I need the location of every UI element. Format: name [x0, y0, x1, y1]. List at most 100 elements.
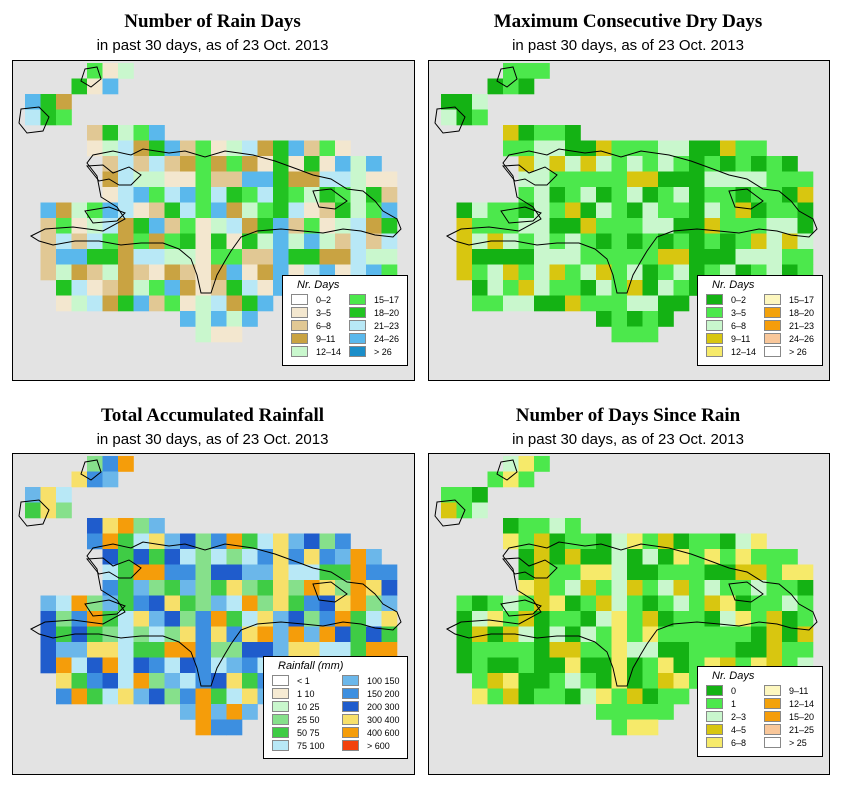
map-cell — [381, 187, 398, 203]
map-cell — [164, 657, 181, 674]
coast-outline — [86, 557, 142, 579]
legend-label: 4–5 — [731, 724, 747, 735]
map-cell — [642, 326, 659, 343]
map-cell — [180, 688, 196, 705]
map-cell — [56, 202, 72, 219]
map-cell — [611, 187, 628, 203]
legend-swatch — [291, 320, 308, 331]
map-cell — [627, 280, 643, 296]
map-cell — [472, 218, 488, 234]
map-cell — [549, 156, 566, 172]
map-cell — [580, 202, 597, 219]
map-cell — [720, 187, 736, 203]
map-cell — [658, 156, 674, 172]
map-cell — [735, 642, 752, 658]
map-cell — [118, 249, 134, 265]
map-cell — [288, 549, 305, 565]
map-cell — [118, 518, 134, 534]
map-cell — [133, 564, 150, 581]
map-cell — [211, 156, 227, 172]
map-cell — [751, 611, 767, 627]
map-cell — [673, 187, 690, 203]
map-cell — [56, 657, 72, 674]
map-cell — [627, 626, 643, 643]
legend-label: 18–20 — [789, 307, 815, 318]
legend-label: 21–25 — [789, 724, 815, 735]
map-cell — [596, 704, 612, 720]
map-cell — [596, 549, 612, 565]
legend-item: 6–8 — [291, 320, 331, 331]
map-cell — [751, 218, 767, 234]
legend-item: > 600 — [342, 740, 390, 751]
map-cell — [487, 657, 504, 674]
map-cell — [304, 156, 320, 172]
map-cell — [288, 626, 305, 643]
map-cell — [195, 233, 212, 250]
map-cell — [102, 295, 119, 312]
map-cell — [211, 202, 227, 219]
map-cell — [211, 549, 227, 565]
map-cell — [565, 125, 581, 141]
map-cell — [257, 295, 274, 312]
panel-2-legend-title: Nr. Days — [712, 279, 755, 291]
map-cell — [518, 156, 535, 172]
map-cell — [549, 673, 566, 689]
map-cell — [180, 549, 196, 565]
map-cell — [720, 533, 736, 550]
map-cell — [565, 140, 581, 157]
map-cell — [503, 140, 519, 157]
map-cell — [242, 140, 258, 157]
map-cell — [149, 125, 165, 141]
map-cell — [133, 595, 150, 612]
coast-outline — [728, 581, 764, 603]
map-cell — [381, 626, 398, 643]
map-cell — [534, 533, 550, 550]
map-cell — [642, 295, 659, 312]
map-cell — [288, 564, 305, 581]
map-cell — [611, 249, 628, 265]
map-cell — [180, 218, 196, 234]
map-cell — [782, 580, 798, 596]
legend-item: 4–5 — [706, 724, 746, 735]
map-cell — [350, 564, 367, 581]
map-cell — [518, 125, 535, 141]
map-cell — [25, 94, 41, 110]
map-cell — [242, 280, 258, 296]
map-cell — [304, 218, 320, 234]
map-cell — [164, 202, 181, 219]
map-cell — [720, 626, 736, 643]
map-cell — [273, 171, 289, 188]
map-cell — [211, 626, 227, 643]
map-cell — [133, 249, 150, 265]
map-cell — [164, 156, 181, 172]
map-cell — [118, 564, 134, 581]
map-cell — [735, 595, 752, 612]
map-cell — [689, 533, 705, 550]
map-cell — [642, 218, 659, 234]
map-cell — [518, 533, 535, 550]
map-cell — [164, 642, 181, 658]
map-cell — [503, 673, 519, 689]
legend-swatch — [764, 333, 781, 344]
map-cell — [704, 611, 721, 627]
map-cell — [503, 456, 519, 472]
map-cell — [257, 595, 274, 612]
map-cell — [565, 642, 581, 658]
map-cell — [549, 549, 566, 565]
map-cell — [782, 156, 798, 172]
map-cell — [766, 156, 783, 172]
map-cell — [335, 171, 351, 188]
map-cell — [580, 140, 597, 157]
map-cell — [472, 642, 488, 658]
map-cell — [549, 218, 566, 234]
map-cell — [642, 673, 659, 689]
map-cell — [503, 218, 519, 234]
map-cell — [133, 218, 150, 234]
map-cell — [118, 171, 134, 188]
map-cell — [627, 611, 643, 627]
map-cell — [596, 611, 612, 627]
map-cell — [472, 233, 488, 250]
map-cell — [456, 657, 473, 674]
map-cell — [180, 264, 196, 281]
map-cell — [366, 233, 382, 250]
